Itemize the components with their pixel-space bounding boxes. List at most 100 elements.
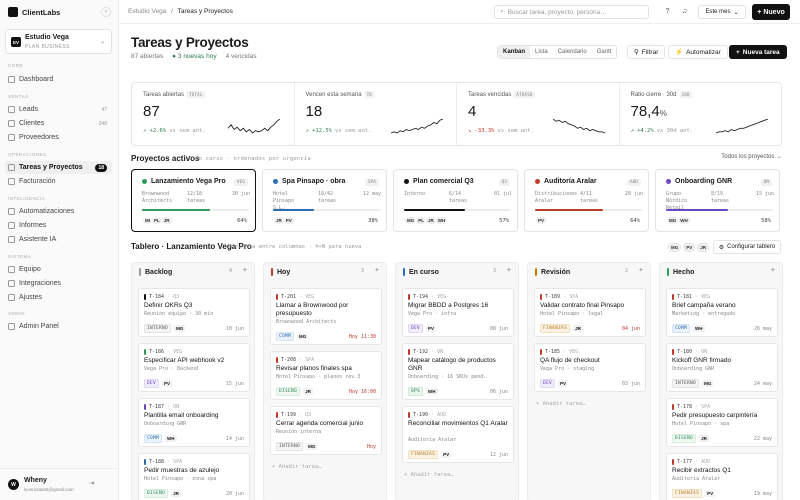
add-card-icon[interactable]: + xyxy=(770,267,775,274)
add-card-icon[interactable]: + xyxy=(506,267,511,274)
task-card[interactable]: T-208 · SPA Revisar planos finales spa Hote… xyxy=(270,351,382,400)
project-card[interactable]: Plan comercial Q3 Q3 Interno 6/14 tareas 01 … xyxy=(393,169,518,232)
tab-kanban[interactable]: Kanban xyxy=(498,46,531,58)
sidebar-item-dashboard[interactable]: Dashboard xyxy=(5,73,112,86)
task-title: Recibir extractos Q1 xyxy=(672,467,731,474)
avatar: MG xyxy=(297,333,309,340)
task-card[interactable]: T-192 · ON Mapear catálogo de productos GN… xyxy=(402,343,514,400)
task-card[interactable]: T-187 · ON Plantilla email onboarding Onboa… xyxy=(138,398,250,447)
task-card[interactable]: T-184 · Q3 Definir OKRs Q3 Reunión equipo ·… xyxy=(138,288,250,337)
sidebar-item-informes[interactable]: Informes xyxy=(5,219,112,232)
kpi-delta: ↗ +12.5% vs sem ant. xyxy=(306,128,372,134)
workspace-switcher[interactable]: EV Estudio Vega PLAN BUSINESS ⌄ xyxy=(5,29,112,54)
avatar: PV xyxy=(705,490,716,497)
collapse-sidebar-button[interactable]: ‹ xyxy=(101,7,111,17)
avatar: JR xyxy=(160,216,173,225)
task-tag: DEV xyxy=(144,379,160,388)
sidebar-item-equipo[interactable]: Equipo xyxy=(5,263,112,276)
sidebar-item-automatizaciones[interactable]: Automatizaciones xyxy=(5,205,112,218)
task-card[interactable]: T-189 · SPA Validar contrato final Pinsapo… xyxy=(534,288,646,337)
task-card[interactable]: T-181 · VEG Brief campaña verano Marketing … xyxy=(666,288,778,337)
sidebar-item-tareas[interactable]: Tareas y Proyectos 18 xyxy=(5,161,112,174)
search-input[interactable]: ⌕ Buscar tarea, proyecto, persona… xyxy=(494,5,649,19)
add-card-icon[interactable]: + xyxy=(242,267,247,274)
brand[interactable]: ClientLabs xyxy=(8,7,60,17)
task-due-date: Hoy xyxy=(366,443,376,450)
sidebar-item-admin-panel[interactable]: Admin Panel xyxy=(5,320,112,333)
new-button[interactable]: + Nuevo xyxy=(752,4,790,20)
sidebar-item-facturacion[interactable]: Facturación xyxy=(5,175,112,188)
configure-board-button[interactable]: ⚙ Configurar tablero xyxy=(713,240,781,254)
task-card[interactable]: T-180 · ON Kickoff GNR firmado Onboarding G… xyxy=(666,343,778,392)
help-icon[interactable]: ? xyxy=(665,8,670,15)
project-card[interactable]: Lanzamiento Vega Pro VEG Brownwood Archite… xyxy=(131,169,256,232)
all-projects-link[interactable]: Todos los proyectos → xyxy=(721,154,782,160)
avatar[interactable]: PV xyxy=(683,243,696,252)
automate-button[interactable]: ⚡ Automatizar xyxy=(668,45,728,59)
task-card[interactable]: T-177 · AUD Recibir extractos Q1 Auditoría … xyxy=(666,453,778,500)
sidebar-item-proveedores[interactable]: Proveedores xyxy=(5,131,112,144)
task-card[interactable]: T-185 · VEG QA flujo de checkout Vega Pro ·… xyxy=(534,343,646,392)
task-card[interactable]: T-188 · SPA Pedir muestras de azulejo Hotel… xyxy=(138,453,250,500)
project-members: PV xyxy=(535,216,548,225)
task-title: Plantilla email onboarding xyxy=(144,412,219,419)
sidebar: ClientLabs ‹ EV Estudio Vega PLAN BUSINE… xyxy=(0,0,119,500)
task-card[interactable]: T-190 · AUD Reconciliar movimientos Q1 Ara… xyxy=(402,406,514,463)
project-card[interactable]: Auditoría Aralar AUD Distribuciones Aralar… xyxy=(524,169,649,232)
task-card[interactable]: T-178 · SPA Pedir presupuesto carpintería H… xyxy=(666,398,778,447)
project-progress-fill xyxy=(404,209,465,211)
avatar: MG xyxy=(174,325,186,332)
sidebar-item-integraciones[interactable]: Integraciones xyxy=(5,277,112,290)
tab-gantt[interactable]: Gantt xyxy=(596,49,612,55)
bell-icon[interactable]: ♫ xyxy=(681,8,688,15)
project-client: Hotel Pinsapo S.L. xyxy=(273,191,295,211)
tab-lista[interactable]: Lista xyxy=(535,49,548,55)
project-card[interactable]: Onboarding GNR ON Grupo Nórdico Retail 8/19… xyxy=(655,169,780,232)
avatar[interactable]: MG xyxy=(668,243,682,252)
sidebar-item-ajustes[interactable]: Ajustes xyxy=(5,291,112,304)
task-footer: COMM MG Hoy 11:30 xyxy=(276,332,376,341)
avatar: W xyxy=(8,479,19,490)
add-card-icon[interactable]: + xyxy=(374,267,379,274)
project-tasks: 6/14 tareas xyxy=(449,191,468,204)
column-color-bar xyxy=(139,268,141,276)
task-card[interactable]: T-186 · VEG Especificar API webhook v2 Vega… xyxy=(138,343,250,392)
add-task-link[interactable]: + Añadir tarea… xyxy=(272,464,322,470)
user-profile[interactable]: W Wheny lyonrosado5@gmail.com ⇥ xyxy=(0,468,119,500)
project-status-dot xyxy=(666,179,671,184)
project-code: AUD xyxy=(626,179,641,186)
filter-label: Filtrar xyxy=(641,48,659,56)
search-icon: ⌕ xyxy=(500,8,504,15)
logout-icon[interactable]: ⇥ xyxy=(89,480,95,487)
project-tasks: 18/42 tareas xyxy=(318,191,337,204)
task-project-code: · VEG xyxy=(695,294,711,300)
column-title: Revisión xyxy=(541,268,571,276)
task-footer: FINANZAS PV 12 jun xyxy=(408,450,508,459)
sidebar-item-asistente[interactable]: Asistente IA xyxy=(5,233,112,246)
filter-button[interactable]: ⚲ Filtrar xyxy=(627,45,666,59)
project-members: MG PL JR WH xyxy=(404,216,449,225)
sparkline-path xyxy=(715,119,768,134)
add-task-link[interactable]: + Añadir tarea… xyxy=(404,472,454,478)
new-task-button[interactable]: + Nueva tarea xyxy=(729,45,787,59)
period-select[interactable]: Este mes ⌄ xyxy=(698,5,746,19)
avatar[interactable]: JR xyxy=(697,243,710,252)
task-footer: COMM WH 14 jun xyxy=(144,434,244,443)
tab-calendario[interactable]: Calendario xyxy=(557,49,587,55)
task-due-date: 22 may xyxy=(753,435,772,442)
task-id-text: T-187 xyxy=(149,404,165,410)
breadcrumb-root[interactable]: Estudio Vega xyxy=(128,8,167,15)
task-card[interactable]: T-194 · VEG Migrar BBDD a Postgres 16 Vega … xyxy=(402,288,514,337)
kpi-delta-note: vs sem ant. xyxy=(497,128,534,134)
avatar: PV xyxy=(426,325,437,332)
task-card[interactable]: T-199 · Q3 Cerrar agenda comercial junio Re… xyxy=(270,406,382,455)
add-card-icon[interactable]: + xyxy=(638,267,643,274)
column-count: 4 xyxy=(228,268,232,274)
add-task-link[interactable]: + Añadir tarea… xyxy=(536,401,586,407)
project-card[interactable]: Spa Pinsapo · obra SPA Hotel Pinsapo S.L. 1… xyxy=(262,169,387,232)
sidebar-item-clientes[interactable]: Clientes 248 xyxy=(5,117,112,130)
column-count: 2 xyxy=(624,268,628,274)
sidebar-item-leads[interactable]: Leads 47 xyxy=(5,103,112,116)
task-project-code: · Q3 xyxy=(299,412,312,418)
task-card[interactable]: T-201 · VEG Llamar a Brownwood por presupu… xyxy=(270,288,382,345)
